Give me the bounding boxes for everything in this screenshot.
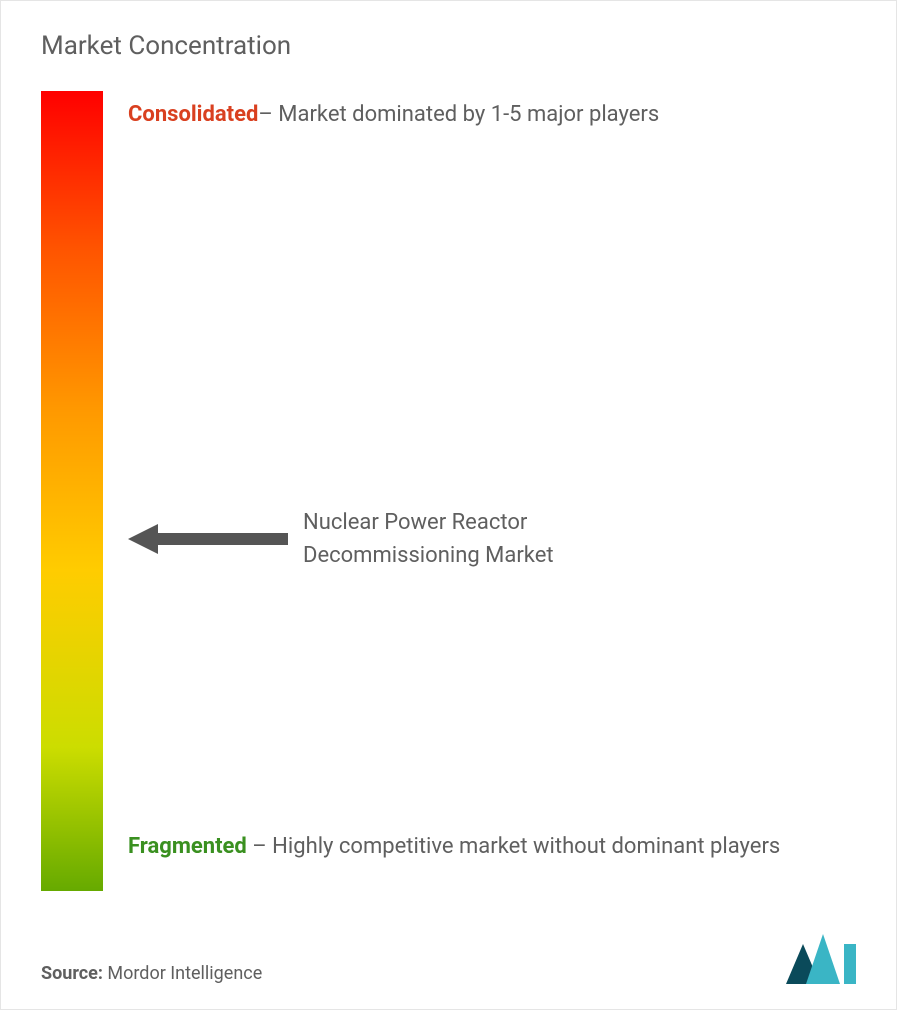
descriptions-column: Consolidated– Market dominated by 1-5 ma…	[128, 91, 856, 891]
concentration-gradient-bar	[41, 91, 103, 891]
arrow-left-icon	[128, 519, 288, 559]
market-position-marker: Nuclear Power Reactor Decommissioning Ma…	[128, 506, 703, 572]
source-value: Mordor Intelligence	[103, 963, 262, 984]
consolidated-description: Consolidated– Market dominated by 1-5 ma…	[128, 91, 856, 139]
consolidated-text: – Market dominated by 1-5 major players	[258, 102, 659, 127]
source-citation: Source: Mordor Intelligence	[41, 963, 262, 984]
mi-logo-icon	[786, 934, 856, 984]
source-label: Source:	[41, 963, 103, 984]
fragmented-keyword: Fragmented	[128, 834, 247, 859]
page-title: Market Concentration	[41, 31, 856, 61]
footer: Source: Mordor Intelligence	[41, 934, 856, 984]
fragmented-text: – Highly competitive market without domi…	[247, 834, 780, 859]
content-area: Consolidated– Market dominated by 1-5 ma…	[41, 91, 856, 891]
infographic-container: Market Concentration Consolidated– Marke…	[0, 0, 897, 1010]
fragmented-description: Fragmented – Highly competitive market w…	[128, 823, 856, 871]
consolidated-keyword: Consolidated	[128, 102, 258, 127]
market-label: Nuclear Power Reactor Decommissioning Ma…	[303, 506, 703, 572]
